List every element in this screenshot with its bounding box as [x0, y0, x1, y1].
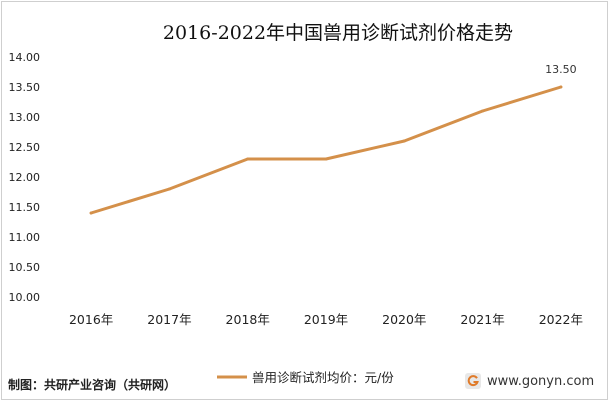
y-tick-label: 11.00 [9, 231, 41, 244]
data-label: 13.50 [545, 63, 577, 76]
x-tick-label: 2021年 [460, 312, 504, 327]
data-point [402, 139, 406, 143]
x-tick-label: 2020年 [382, 312, 426, 327]
y-tick-label: 12.50 [9, 141, 41, 154]
legend-label: 兽用诊断试剂均价：元/份 [252, 370, 394, 385]
x-tick-label: 2016年 [69, 312, 113, 327]
x-tick-label: 2017年 [147, 312, 191, 327]
y-tick-label: 10.00 [9, 291, 41, 304]
x-tick-label: 2022年 [539, 312, 583, 327]
gonyn-logo-icon [465, 373, 481, 389]
legend: 兽用诊断试剂均价：元/份 [217, 370, 394, 385]
site-brand: www.gonyn.com [465, 373, 594, 389]
data-point [324, 157, 328, 161]
x-tick-label: 2019年 [304, 312, 348, 327]
x-axis: 2016年 2017年 2018年 2019年 2020年 2021年 2022年 [69, 312, 583, 327]
y-axis: 10.00 10.50 11.00 11.50 12.00 12.50 13.00 13.50… [9, 51, 41, 304]
y-tick-label: 13.00 [9, 111, 41, 124]
data-point [481, 109, 485, 113]
y-tick-label: 14.00 [9, 51, 41, 64]
series-group [89, 85, 563, 215]
data-point [89, 211, 93, 215]
source-note: 制图：共研产业咨询（共研网） [8, 378, 177, 392]
data-labels: 13.50 [545, 63, 577, 76]
data-point [246, 157, 250, 161]
data-point [559, 85, 563, 89]
site-url[interactable]: www.gonyn.com [487, 373, 595, 389]
series-line [89, 85, 563, 215]
y-tick-label: 12.00 [9, 171, 41, 184]
y-tick-label: 13.50 [9, 81, 41, 94]
x-tick-label: 2018年 [226, 312, 270, 327]
data-point [167, 187, 171, 191]
y-tick-label: 11.50 [9, 201, 41, 214]
chart-title: 2016-2022年中国兽用诊断试剂价格走势 [163, 22, 513, 44]
y-tick-label: 10.50 [9, 261, 41, 274]
